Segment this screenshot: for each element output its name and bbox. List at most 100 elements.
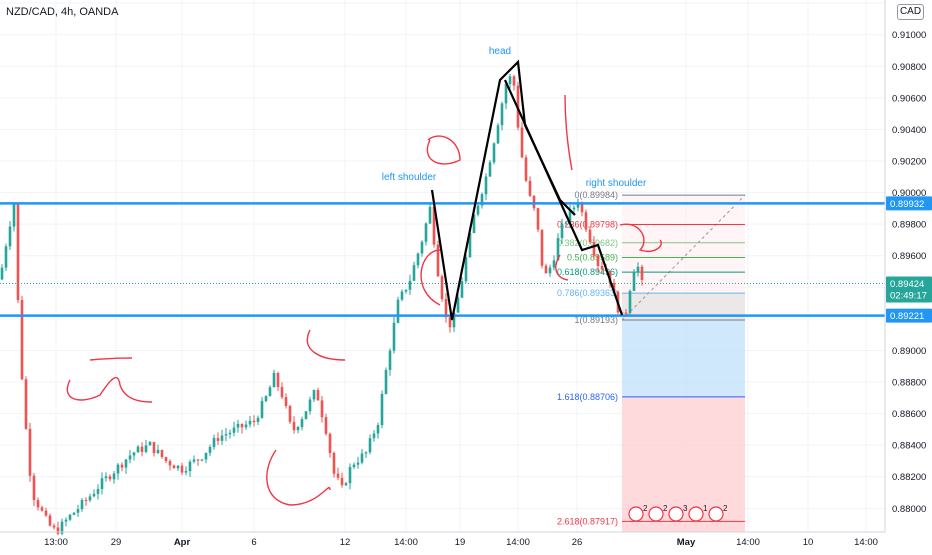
candle-body xyxy=(244,424,248,428)
y-tick-label: 0.90600 xyxy=(892,93,926,104)
candle-body xyxy=(568,209,572,223)
candle-body xyxy=(344,483,348,486)
event-badge-count: 2 xyxy=(723,504,728,513)
candle-body xyxy=(208,446,212,453)
candle-body xyxy=(388,350,392,370)
event-badge xyxy=(628,506,644,522)
candle-body xyxy=(520,127,524,158)
candle-body xyxy=(308,399,312,412)
lower-line-tag: 0.89221 xyxy=(890,311,924,322)
candle-body xyxy=(52,525,56,528)
candle-body xyxy=(212,437,216,447)
x-tick-label: 12 xyxy=(340,537,351,548)
target-zone xyxy=(622,319,745,397)
candle-body xyxy=(252,420,256,423)
candle-body xyxy=(200,459,204,461)
candle-body xyxy=(636,266,640,273)
candle-body xyxy=(628,290,632,314)
fib-level-label: 0.5(0.89589) xyxy=(567,252,618,262)
candles xyxy=(0,73,644,536)
x-tick-label: 14:00 xyxy=(736,537,760,548)
candle-body xyxy=(28,428,32,476)
candle-body xyxy=(560,223,564,239)
candle-body xyxy=(468,233,472,258)
candle-body xyxy=(428,206,432,224)
candle-body xyxy=(536,208,540,230)
candle-body xyxy=(320,400,324,418)
candle-body xyxy=(128,455,132,460)
freehand-drawing xyxy=(89,357,133,361)
x-tick-label: Apr xyxy=(174,537,191,548)
x-tick-label: 14:00 xyxy=(394,537,418,548)
candle-body xyxy=(624,312,628,314)
candle-body xyxy=(20,300,24,380)
candle-body xyxy=(132,452,136,456)
candle-body xyxy=(204,452,208,460)
candle-body xyxy=(408,280,412,290)
candle-body xyxy=(276,372,280,388)
candle-body xyxy=(64,519,68,522)
candle-body xyxy=(36,500,40,508)
y-tick-label: 0.89600 xyxy=(892,251,926,262)
candle-body xyxy=(304,411,308,420)
candle-body xyxy=(584,212,588,230)
candle-body xyxy=(316,390,320,401)
candle-body xyxy=(172,465,176,469)
candle-body xyxy=(504,84,508,104)
candle-body xyxy=(88,496,92,501)
candle-body xyxy=(564,222,568,224)
candle-body xyxy=(592,242,596,256)
candle-body xyxy=(60,521,64,534)
candle-body xyxy=(640,266,644,280)
candle-body xyxy=(48,515,52,526)
upper-line-tag: 0.89932 xyxy=(890,199,924,210)
candle-body xyxy=(324,417,328,434)
y-tick-label: 0.88800 xyxy=(892,378,926,389)
candle-body xyxy=(332,452,336,474)
candle-body xyxy=(240,423,244,428)
candle-body xyxy=(284,397,288,406)
currency-label[interactable]: CAD xyxy=(897,4,924,20)
candle-body xyxy=(268,387,272,397)
candle-body xyxy=(72,512,76,515)
candle-body xyxy=(184,471,188,473)
candle-body xyxy=(600,266,604,270)
y-tick-label: 0.90400 xyxy=(892,125,926,136)
event-badge-count: 2 xyxy=(643,504,648,513)
candle-body xyxy=(156,449,160,454)
candle-body xyxy=(24,379,28,429)
y-tick-label: 0.88200 xyxy=(892,472,926,483)
candle-body xyxy=(532,195,536,209)
candle-body xyxy=(176,465,180,469)
candle-body xyxy=(116,464,120,474)
candle-body xyxy=(80,500,84,510)
candle-body xyxy=(124,459,128,468)
y-tick-label: 0.90200 xyxy=(892,157,926,168)
candle-body xyxy=(464,257,468,282)
candle-body xyxy=(192,459,196,462)
fib-level-label: 0.786(0.89363) xyxy=(557,288,618,298)
annotation-head: head xyxy=(489,46,511,57)
candle-body xyxy=(632,272,636,291)
candle-body xyxy=(264,396,268,402)
candle-body xyxy=(136,446,140,453)
candle-body xyxy=(452,312,456,328)
candle-body xyxy=(164,457,168,462)
annotation-right-shoulder: right shoulder xyxy=(586,178,647,189)
freehand-drawing xyxy=(426,135,461,165)
candle-body xyxy=(572,207,576,210)
x-tick-label: 10 xyxy=(803,537,814,548)
candle-body xyxy=(364,452,368,454)
event-badge-count: 3 xyxy=(683,504,688,513)
candle-body xyxy=(336,473,340,478)
candle-body xyxy=(148,442,152,446)
y-tick-label: 0.89800 xyxy=(892,220,926,231)
candle-body xyxy=(380,393,384,426)
candle-body xyxy=(348,467,352,484)
candle-body xyxy=(32,475,36,501)
current-price-tag-bg xyxy=(886,276,932,303)
event-badge xyxy=(688,506,704,522)
candle-body xyxy=(432,206,436,245)
candle-body xyxy=(92,493,96,497)
